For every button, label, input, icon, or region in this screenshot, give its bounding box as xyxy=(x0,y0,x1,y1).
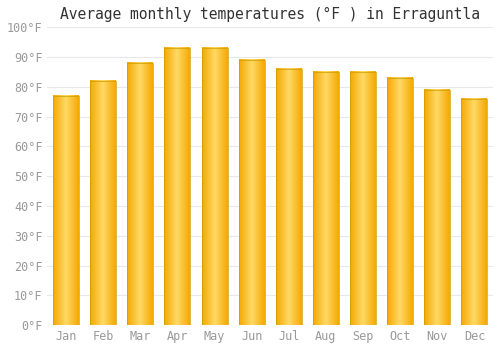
Bar xyxy=(313,72,339,325)
Bar xyxy=(238,60,264,325)
Bar xyxy=(128,63,154,325)
Bar xyxy=(164,48,190,325)
Bar xyxy=(350,72,376,325)
Title: Average monthly temperatures (°F ) in Erraguntla: Average monthly temperatures (°F ) in Er… xyxy=(60,7,480,22)
Bar xyxy=(387,78,413,325)
Bar xyxy=(462,99,487,325)
Bar xyxy=(53,96,79,325)
Bar xyxy=(202,48,228,325)
Bar xyxy=(276,69,302,325)
Bar xyxy=(90,81,116,325)
Bar xyxy=(424,90,450,325)
